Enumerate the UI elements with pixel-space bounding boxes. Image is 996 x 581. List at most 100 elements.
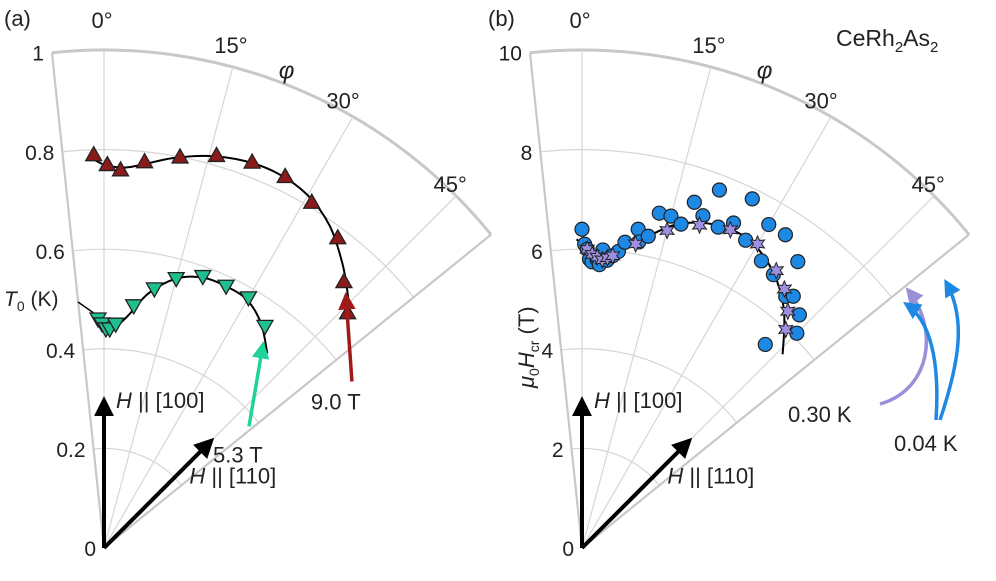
panel-label: (b) <box>488 6 515 31</box>
radial-tick-label: 0.4 <box>46 340 76 363</box>
data-point-0.30K <box>779 301 796 321</box>
radial-tick-label: 0 <box>84 538 96 561</box>
data-point-9T <box>334 272 354 289</box>
radial-label-mu: μ <box>514 376 539 389</box>
h-symbol: H <box>116 388 132 413</box>
arrow-0.30K <box>879 287 929 406</box>
h100-label: H || [100] <box>116 388 204 413</box>
data-point-0.30K <box>768 261 785 280</box>
compound-sub: 2 <box>930 39 938 56</box>
data-point-5T <box>106 317 125 334</box>
panel-label: (a) <box>4 6 31 31</box>
radial-tick-label: 0 <box>562 538 574 561</box>
grid-ray <box>103 66 234 549</box>
grid-arc <box>72 248 337 361</box>
h-symbol: H <box>667 464 683 489</box>
radial-tick-label: 0.6 <box>36 241 65 264</box>
radial-label-unit: (K) <box>25 288 59 311</box>
annotation-0.04K: 0.04 K <box>894 431 958 456</box>
data-point-0.30K <box>722 220 739 240</box>
data-point-0.04K <box>777 227 794 243</box>
compound-sub: 2 <box>895 39 903 56</box>
h100-label: H || [100] <box>594 388 682 413</box>
annotation-5T: 5.3 T <box>213 442 263 467</box>
data-point-0.04K <box>640 228 656 244</box>
data-point-5T <box>216 279 236 296</box>
annotation-0.30K: 0.30 K <box>788 402 852 427</box>
data-point-0.04K <box>673 216 689 232</box>
data-point-0.04K <box>790 254 806 270</box>
data-point-0.30K <box>691 215 708 235</box>
data-point-0.30K <box>604 246 621 266</box>
h-symbol: H <box>594 388 610 413</box>
h110-label-rest: || [110] <box>205 464 276 489</box>
data-point-5T <box>255 319 275 336</box>
arrow-0.04K-a <box>903 302 939 421</box>
data-point-0.04K <box>744 191 760 207</box>
angle-tick-label: 0° <box>569 8 590 33</box>
compound-label: CeRh2As2 <box>836 25 938 56</box>
data-point-9T <box>135 152 154 169</box>
panel-a: 00.20.40.60.810°15°30°45°φ(a)H || [100]H… <box>4 6 493 561</box>
fit-curve-90T <box>89 154 351 319</box>
radial-label-sub: 0 <box>17 298 25 314</box>
outer-arc <box>529 48 971 236</box>
angle-axis-label: φ <box>757 58 773 85</box>
h110-label: H || [110] <box>667 464 754 489</box>
data-point-0.04K <box>711 182 728 198</box>
radial-tick-label: 6 <box>531 241 543 264</box>
arrow-9T <box>338 292 356 382</box>
data-point-0.30K <box>749 234 766 254</box>
data-point-0.30K <box>776 279 793 299</box>
data-point-0.30K <box>627 234 644 254</box>
sector-edge <box>50 52 106 549</box>
grid-arc <box>561 348 738 424</box>
data-point-9T <box>111 160 130 177</box>
angle-tick-label: 45° <box>911 172 944 197</box>
annotation-9T: 9.0 T <box>311 390 361 415</box>
radial-tick-label: 4 <box>541 340 553 363</box>
h-symbol: H <box>189 464 205 489</box>
angle-tick-label: 30° <box>326 89 359 114</box>
radial-tick-label: 10 <box>499 43 522 66</box>
data-point-0.04K <box>753 253 770 269</box>
radial-label-symbol: T <box>4 288 19 311</box>
grid-ray <box>103 116 354 549</box>
grid-arc <box>540 149 893 298</box>
grid-ray <box>581 116 832 549</box>
data-point-9T <box>302 192 321 209</box>
radial-label-unit: (T) <box>514 306 539 340</box>
sector-edge <box>103 233 492 549</box>
sector-edge <box>581 233 970 549</box>
compound-part: As <box>903 25 930 51</box>
radial-tick-label: 0.2 <box>56 439 85 462</box>
grid-ray <box>581 66 712 549</box>
grid-arc <box>571 447 660 486</box>
data-point-0.04K <box>574 221 590 237</box>
grid-arc <box>62 149 415 298</box>
arrow-0.04K-b <box>938 278 961 421</box>
radial-tick-label: 0.8 <box>25 142 54 165</box>
data-point-0.04K <box>757 336 773 353</box>
h110-label: H || [110] <box>189 464 276 489</box>
radial-label-sub: 0 <box>526 368 542 376</box>
h110-label-rest: || [110] <box>683 464 754 489</box>
radial-label-H: H <box>514 352 539 368</box>
data-point-9T <box>170 147 190 164</box>
data-point-9T <box>328 228 347 245</box>
radial-tick-label: 8 <box>521 142 533 165</box>
grid-arc <box>93 447 182 486</box>
data-point-0.30K <box>777 320 794 339</box>
data-point-5T <box>239 291 258 308</box>
radial-tick-label: 1 <box>32 43 44 66</box>
data-point-9T <box>243 152 262 169</box>
data-point-0.04K <box>663 208 679 224</box>
data-point-9T <box>207 146 226 163</box>
compound-part: CeRh <box>836 25 895 51</box>
radial-label-sub: cr <box>526 340 542 352</box>
data-point-5T <box>193 269 212 286</box>
h110-arrow <box>102 437 215 550</box>
data-point-5T <box>145 282 164 299</box>
